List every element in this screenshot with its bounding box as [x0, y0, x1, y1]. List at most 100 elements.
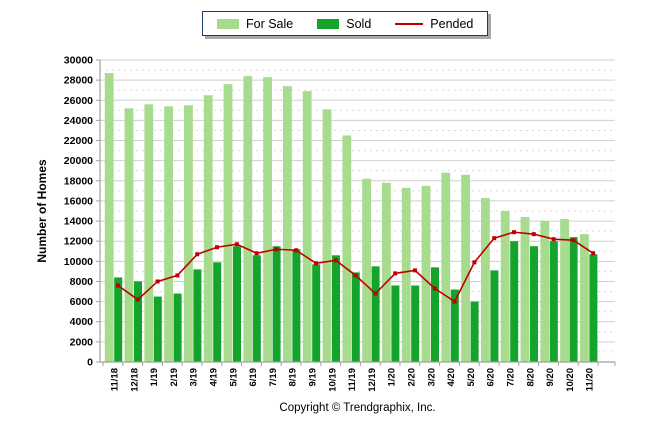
bar-sold	[252, 255, 261, 362]
y-tick-label: 8000	[70, 276, 94, 288]
y-tick-label: 16000	[64, 195, 93, 207]
bar-sold	[213, 262, 222, 362]
bar-for-sale	[382, 182, 391, 362]
x-tick-label: 2/19	[169, 368, 180, 387]
legend-item-pended: Pended	[395, 17, 473, 31]
bar-for-sale	[223, 84, 233, 362]
bar-for-sale	[184, 105, 193, 363]
bar-for-sale	[421, 185, 431, 362]
pended-marker	[116, 283, 120, 288]
bar-for-sale	[342, 135, 352, 362]
bar-for-sale	[203, 95, 213, 362]
y-tick-label: 0	[87, 357, 93, 369]
x-tick-label: 11/20	[585, 368, 596, 391]
x-tick-label: 3/19	[189, 368, 200, 387]
bar-sold	[332, 255, 340, 362]
pended-marker	[314, 261, 318, 266]
bar-sold	[193, 269, 202, 362]
x-tick-label: 12/19	[367, 368, 378, 392]
pended-marker	[254, 251, 259, 256]
x-tick-label: 1/19	[149, 368, 160, 387]
y-tick-label: 28000	[64, 75, 93, 87]
bar-sold	[351, 272, 360, 362]
pended-marker	[432, 286, 437, 291]
bar-sold	[173, 293, 182, 362]
pended-marker	[135, 297, 140, 302]
bar-for-sale	[520, 217, 530, 362]
pended-marker	[413, 268, 417, 273]
bar-for-sale	[124, 108, 134, 362]
bar-sold	[391, 285, 400, 362]
x-tick-label: 7/20	[506, 368, 517, 387]
bar-sold	[292, 249, 301, 362]
x-tick-label: 8/19	[288, 368, 299, 387]
bar-for-sale	[441, 172, 451, 362]
bar-sold	[450, 289, 459, 362]
bar-sold	[371, 266, 380, 362]
y-tick-label: 10000	[64, 256, 93, 268]
pended-marker	[492, 236, 497, 241]
x-tick-label: 6/19	[248, 368, 259, 387]
y-tick-label: 4000	[70, 316, 94, 328]
y-tick-label: 22000	[64, 135, 93, 147]
pended-marker	[551, 237, 556, 242]
bar-sold	[589, 254, 598, 362]
bar-sold	[312, 264, 321, 362]
x-tick-label: 8/20	[525, 368, 536, 387]
bar-sold	[470, 301, 479, 362]
x-tick-label: 11/18	[110, 368, 121, 391]
pended-marker	[333, 258, 338, 263]
bar-for-sale	[362, 178, 371, 362]
bar-sold	[549, 241, 558, 362]
pended-marker	[512, 230, 516, 235]
bar-sold	[114, 277, 123, 362]
pended-marker	[452, 299, 457, 304]
pended-marker	[234, 242, 239, 247]
pended-marker	[571, 238, 576, 243]
pended-marker	[393, 271, 398, 276]
x-tick-label: 3/20	[426, 368, 437, 387]
legend-label: For Sale	[246, 16, 294, 31]
pended-marker	[353, 273, 358, 278]
y-tick-label: 6000	[70, 296, 94, 308]
bar-for-sale	[580, 234, 589, 362]
pended-marker	[531, 232, 536, 237]
bar-for-sale	[540, 221, 550, 362]
x-tick-label: 11/19	[347, 368, 358, 391]
bar-sold	[510, 241, 519, 362]
legend-label: Sold	[346, 16, 372, 31]
y-tick-label: 2000	[70, 336, 94, 348]
bar-for-sale	[263, 77, 272, 362]
bar-sold	[411, 285, 420, 362]
bar-for-sale	[302, 91, 312, 362]
bar-sold	[233, 246, 241, 362]
legend-item-for-sale: For Sale	[217, 17, 293, 31]
pended-marker	[472, 260, 477, 265]
pended-marker	[373, 291, 378, 296]
y-tick-label: 14000	[64, 216, 93, 228]
bar-for-sale	[283, 86, 292, 362]
bar-for-sale	[481, 197, 490, 362]
bar-sold	[153, 296, 162, 362]
bar-sold	[431, 267, 439, 362]
bar-for-sale	[560, 219, 569, 362]
x-tick-label: 12/18	[129, 368, 140, 392]
y-axis-title: Number of Homes	[35, 159, 49, 263]
legend-label: Pended	[430, 16, 474, 31]
bar-for-sale	[461, 174, 470, 362]
bar-sold	[530, 246, 538, 362]
y-tick-label: 26000	[64, 95, 93, 107]
bar-sold	[490, 270, 499, 362]
x-tick-label: 5/19	[228, 368, 239, 387]
x-tick-label: 9/20	[545, 368, 556, 387]
bar-for-sale	[104, 73, 114, 362]
y-tick-label: 30000	[64, 55, 93, 67]
y-tick-label: 24000	[64, 115, 93, 127]
bar-for-sale	[401, 187, 411, 362]
x-tick-label: 4/19	[209, 368, 220, 387]
copyright-text: Copyright © Trendgraphix, Inc.	[279, 402, 436, 414]
pended-marker	[294, 248, 299, 253]
bar-sold	[134, 281, 142, 362]
pended-marker	[195, 252, 200, 257]
